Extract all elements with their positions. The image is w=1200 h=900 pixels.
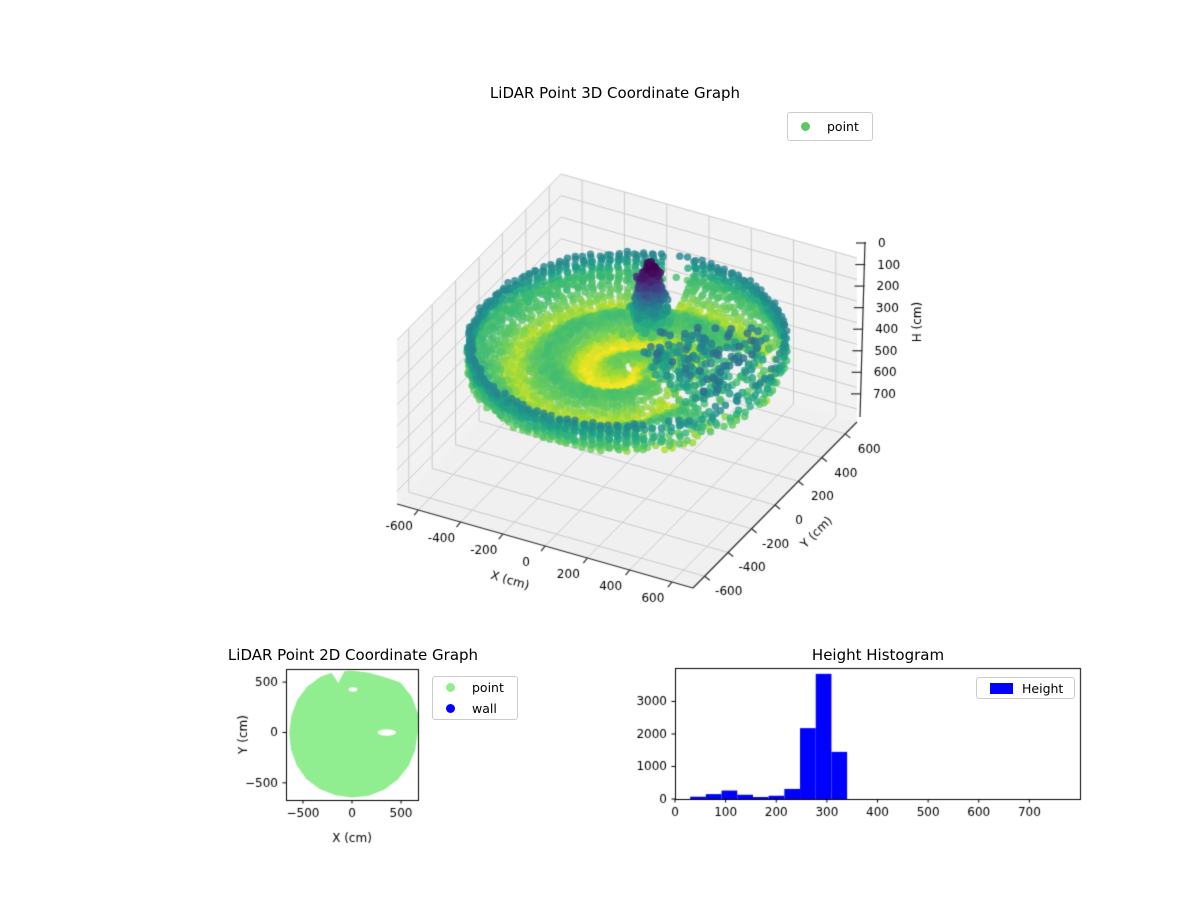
3d-plot-title: LiDAR Point 3D Coordinate Graph bbox=[489, 84, 741, 102]
3d-plot-legend: point bbox=[787, 112, 873, 141]
height-swatch-icon bbox=[990, 682, 1013, 694]
histogram-title: Height Histogram bbox=[811, 646, 945, 664]
2d-plot-title: LiDAR Point 2D Coordinate Graph bbox=[227, 646, 479, 664]
legend-label-wall-2d: wall bbox=[472, 701, 497, 716]
legend-entry-point-3d: point bbox=[788, 116, 872, 137]
point-marker-icon bbox=[801, 122, 810, 131]
legend-label-height: Height bbox=[1022, 680, 1064, 696]
legend-label-point-3d: point bbox=[827, 119, 859, 134]
wall-marker-icon bbox=[446, 704, 455, 713]
legend-label-point-2d: point bbox=[472, 680, 504, 695]
2d-plot-legend: point wall bbox=[432, 676, 518, 720]
legend-entry-height: Height bbox=[977, 678, 1074, 698]
histogram-legend: Height bbox=[976, 677, 1075, 699]
point-marker-icon bbox=[446, 683, 455, 692]
legend-entry-wall-2d: wall bbox=[433, 698, 517, 719]
legend-entry-point-2d: point bbox=[433, 677, 517, 698]
